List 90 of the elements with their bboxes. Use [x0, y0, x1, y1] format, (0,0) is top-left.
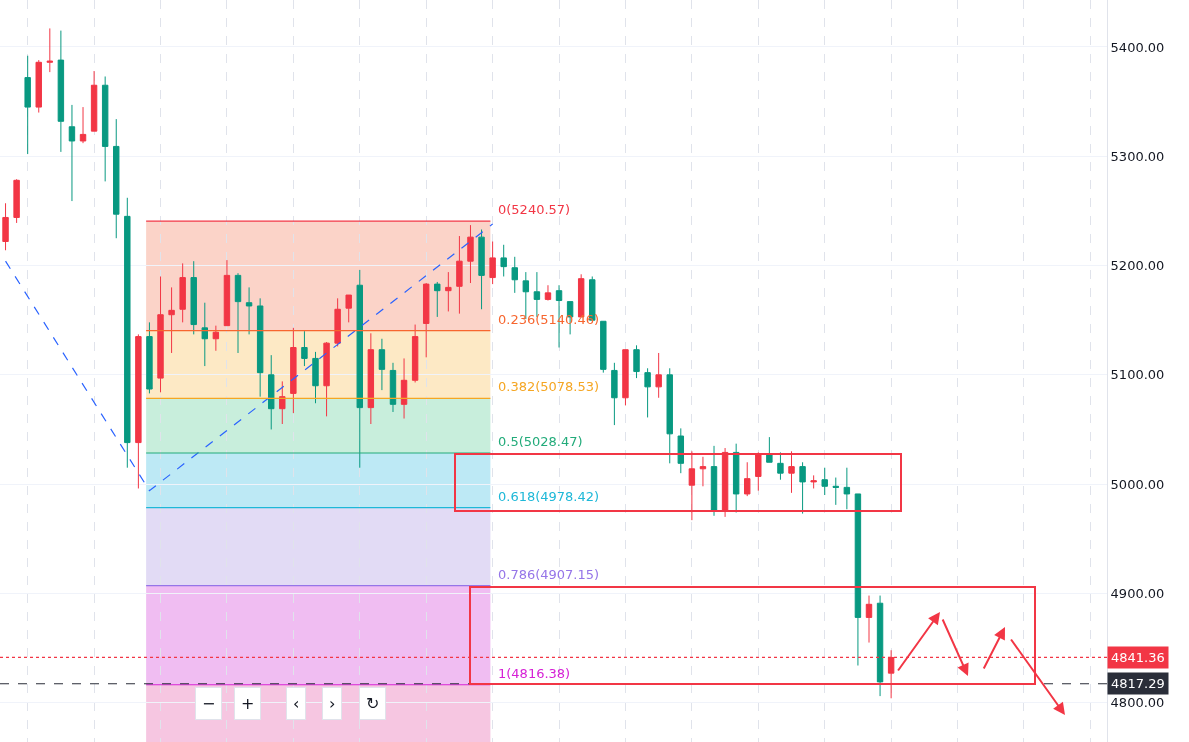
candlestick [367, 332, 375, 425]
annotation: ‹ [293, 694, 300, 713]
candlestick [2, 202, 9, 251]
candlestick [256, 297, 264, 398]
candlestick [655, 352, 662, 399]
candlestick [323, 341, 330, 417]
annotation: ↻ [366, 694, 380, 713]
candlestick [345, 294, 352, 323]
candlestick [124, 197, 131, 469]
candlestick [710, 445, 718, 517]
candlestick [445, 271, 452, 312]
annotation: › [329, 694, 336, 713]
annotation: + [241, 694, 255, 713]
candlestick [744, 461, 751, 497]
candlestick [234, 272, 242, 354]
candlestick [179, 262, 186, 323]
candlestick [544, 284, 552, 302]
candlestick [422, 282, 430, 358]
candlestick [389, 362, 397, 413]
candlestick [79, 106, 87, 144]
candlestick [113, 118, 120, 239]
candlestick [644, 367, 651, 418]
candlestick [279, 380, 286, 425]
candlestick [411, 324, 419, 383]
ref-line-label: 0.786(4907.15) [498, 567, 600, 582]
annotation: − [202, 694, 216, 713]
ref-line-label: 4817.29 [1111, 676, 1165, 691]
candlestick [157, 275, 164, 393]
candlestick [146, 321, 153, 394]
candlestick [666, 367, 673, 464]
y-tick-label: 5100.00 [1110, 367, 1165, 383]
candlestick [68, 104, 76, 202]
candlestick [799, 461, 806, 515]
candlestick [677, 427, 685, 474]
y-tick-label: 5400.00 [1110, 39, 1165, 55]
candlestick [356, 269, 363, 469]
candlestick [245, 286, 253, 335]
candlestick [500, 244, 507, 277]
candlestick [268, 354, 275, 430]
candlestick [212, 325, 220, 352]
candlestick [489, 241, 496, 285]
candlestick [434, 281, 441, 318]
candlestick [865, 595, 873, 644]
ref-line-label: 4841.36 [1111, 650, 1165, 665]
candlestick [854, 493, 862, 667]
candlestick [622, 349, 629, 406]
candlestick [766, 436, 773, 463]
candlestick [312, 351, 319, 404]
candlestick [223, 259, 231, 327]
candlestick [511, 256, 518, 294]
candlestick [843, 467, 851, 510]
y-tick-label: 5200.00 [1110, 258, 1165, 274]
candlestick [810, 474, 817, 489]
y-tick-label: 4800.00 [1110, 695, 1165, 711]
candlestick [201, 302, 209, 367]
candlestick [378, 338, 386, 391]
ref-line-label: 1(4816.38) [498, 666, 571, 681]
y-tick-label: 5000.00 [1110, 476, 1165, 492]
candlestick [633, 344, 640, 379]
candlestick [832, 477, 839, 506]
candlestick [478, 228, 485, 310]
candlestick [611, 362, 618, 426]
candlestick [101, 75, 109, 182]
ref-line-label: 0.5(5028.47) [498, 434, 583, 449]
candlestick [876, 595, 884, 697]
candlestick [301, 330, 308, 367]
ref-line-label: 0(5240.57) [498, 202, 571, 217]
candlestick [290, 327, 297, 414]
candlestick [456, 235, 463, 315]
candlestick [24, 55, 31, 155]
candlestick [467, 224, 474, 284]
candlestick [90, 70, 98, 132]
ref-line-label: 0.618(4978.42) [498, 489, 600, 504]
candlestick [600, 320, 607, 374]
candlestick [821, 467, 828, 496]
candlestick [46, 27, 54, 73]
candlestick [13, 178, 20, 224]
candlestick [400, 357, 408, 420]
candlestick [57, 30, 65, 153]
candlestick [699, 456, 707, 487]
candlestick [168, 286, 175, 354]
y-tick-label: 5300.00 [1110, 148, 1165, 164]
ref-line-label: 0.382(5078.53) [498, 379, 600, 394]
candlestick [732, 443, 740, 514]
candlestick [777, 451, 784, 481]
y-tick-label: 4900.00 [1110, 585, 1165, 601]
candlestick [334, 297, 341, 347]
candlestick [190, 260, 197, 335]
candlestick [35, 59, 42, 114]
candlestick [135, 333, 142, 489]
